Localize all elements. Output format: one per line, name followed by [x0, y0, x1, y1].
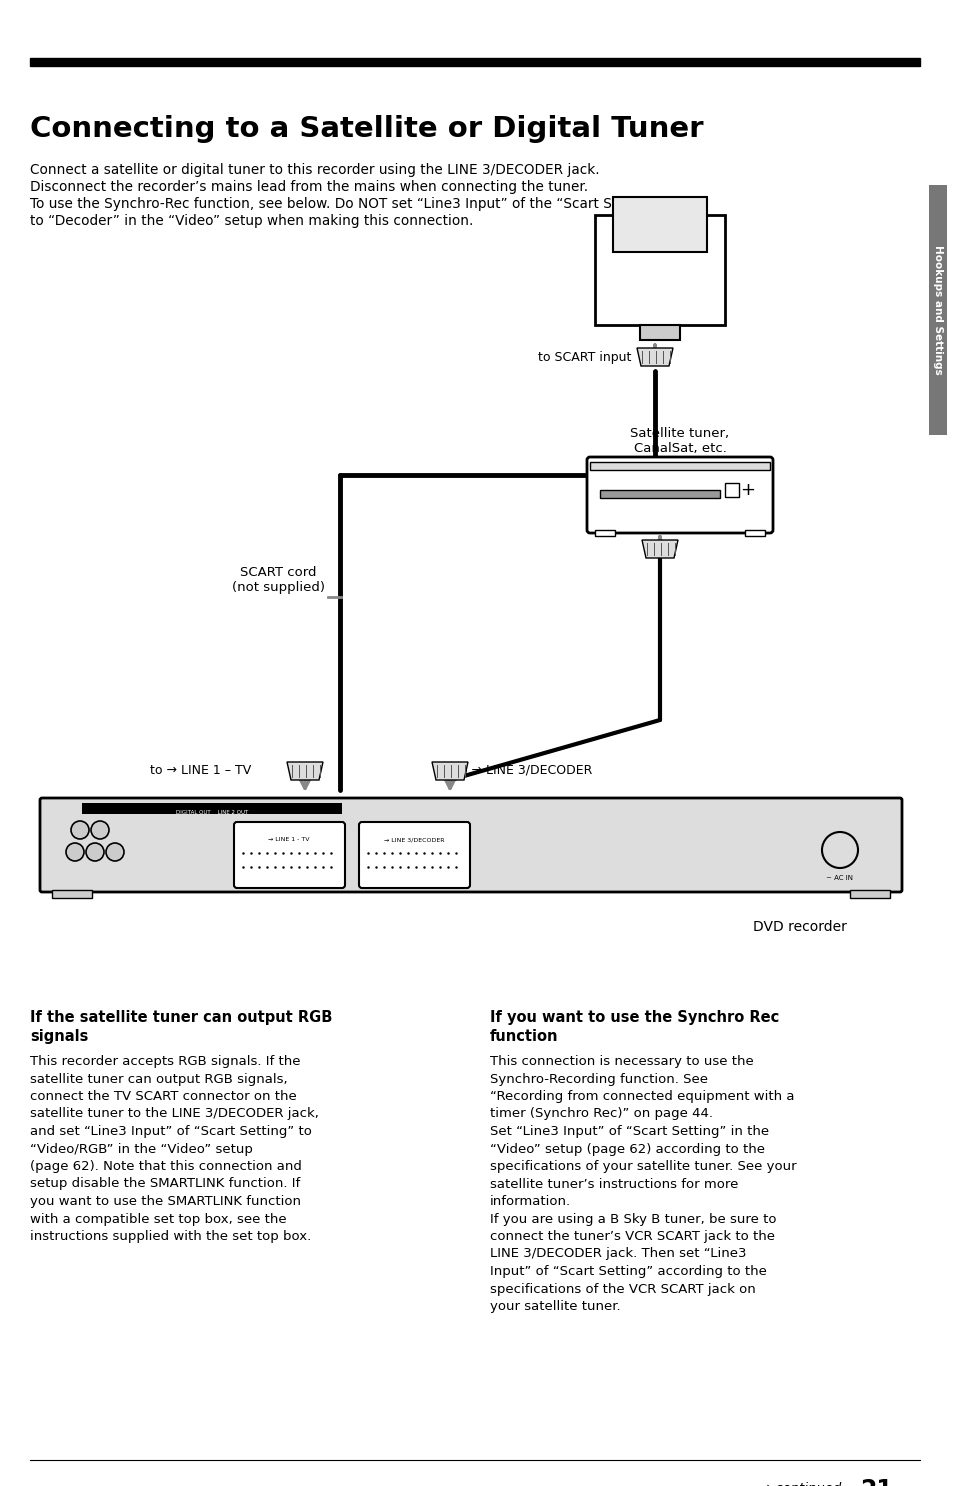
Text: Connect a satellite or digital tuner to this recorder using the LINE 3/DECODER j: Connect a satellite or digital tuner to … — [30, 163, 599, 177]
Bar — [849, 890, 889, 898]
Text: DVD recorder: DVD recorder — [752, 920, 846, 935]
Text: If the satellite tuner can output RGB
signals: If the satellite tuner can output RGB si… — [30, 1010, 332, 1043]
Circle shape — [86, 843, 104, 860]
Text: To use the Synchro-Rec function, see below. Do NOT set “Line3 Input” of the “Sca: To use the Synchro-Rec function, see bel… — [30, 198, 659, 211]
Bar — [52, 890, 91, 898]
FancyBboxPatch shape — [358, 822, 470, 889]
Text: 21: 21 — [859, 1479, 892, 1486]
Bar — [928, 184, 946, 435]
Text: Satellite tuner,
CanalSat, etc.: Satellite tuner, CanalSat, etc. — [630, 426, 729, 455]
FancyBboxPatch shape — [233, 822, 345, 889]
Bar — [599, 490, 720, 498]
Circle shape — [66, 843, 84, 860]
Circle shape — [91, 820, 109, 840]
Text: → continued: → continued — [760, 1482, 841, 1486]
Bar — [613, 198, 706, 253]
Text: to → LINE 1 – TV: to → LINE 1 – TV — [150, 764, 251, 777]
Bar — [639, 325, 679, 340]
Text: +: + — [740, 481, 755, 499]
Bar — [595, 531, 615, 536]
Bar — [724, 483, 739, 496]
Polygon shape — [287, 762, 323, 780]
Text: This recorder accepts RGB signals. If the
satellite tuner can output RGB signals: This recorder accepts RGB signals. If th… — [30, 1055, 318, 1242]
Text: If you want to use the Synchro Rec
function: If you want to use the Synchro Rec funct… — [490, 1010, 779, 1043]
Polygon shape — [432, 762, 468, 780]
FancyBboxPatch shape — [40, 798, 901, 892]
Text: Disconnect the recorder’s mains lead from the mains when connecting the tuner.: Disconnect the recorder’s mains lead fro… — [30, 180, 587, 195]
Bar — [595, 215, 724, 325]
Circle shape — [106, 843, 124, 860]
Text: SCART cord
(not supplied): SCART cord (not supplied) — [232, 566, 325, 594]
Text: → LINE 1 - TV: → LINE 1 - TV — [268, 837, 310, 843]
Text: to SCART input: to SCART input — [537, 351, 630, 364]
Circle shape — [821, 832, 857, 868]
Circle shape — [71, 820, 89, 840]
Text: to “Decoder” in the “Video” setup when making this connection.: to “Decoder” in the “Video” setup when m… — [30, 214, 473, 227]
Bar — [744, 531, 764, 536]
Bar — [82, 802, 341, 814]
Polygon shape — [637, 348, 672, 366]
Text: This connection is necessary to use the
Synchro-Recording function. See
“Recordi: This connection is necessary to use the … — [490, 1055, 796, 1314]
Text: Connecting to a Satellite or Digital Tuner: Connecting to a Satellite or Digital Tun… — [30, 114, 702, 143]
Text: → LINE 3/DECODER: → LINE 3/DECODER — [383, 837, 444, 843]
Polygon shape — [641, 539, 678, 559]
Text: to → LINE 3/DECODER: to → LINE 3/DECODER — [455, 764, 592, 777]
Text: Hookups and Settings: Hookups and Settings — [932, 245, 942, 374]
Text: ~ AC IN: ~ AC IN — [825, 875, 853, 881]
Bar — [30, 58, 919, 65]
Text: DIGITAL OUT    LINE 2 OUT: DIGITAL OUT LINE 2 OUT — [175, 810, 248, 814]
Text: TV: TV — [650, 196, 668, 210]
Bar — [589, 462, 769, 470]
FancyBboxPatch shape — [586, 458, 772, 533]
